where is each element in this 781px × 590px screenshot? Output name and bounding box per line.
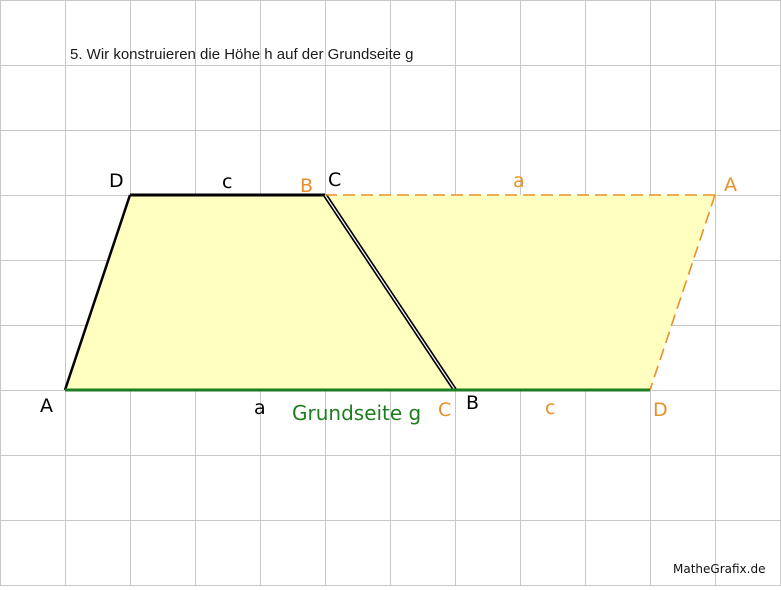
copy-vertex-label-d: D [653,399,668,421]
copy-vertex-label-a: A [724,174,737,196]
side-label-c: c [222,171,232,193]
copy-side-label-c: c [545,397,555,419]
site-credit: MatheGrafix.de [673,562,766,576]
side-d-a [63,194,132,391]
copy-vertex-label-b: B [300,175,313,197]
step-caption: 5. Wir konstruieren die Höhe h auf der G… [70,46,414,63]
copy-side-d-a-dashed [649,194,716,391]
base-label-grundseite-g: Grundseite g [292,401,421,425]
vertex-label-a: A [40,395,53,417]
side-label-a: a [254,397,266,419]
vertex-label-d: D [109,170,124,192]
side-b-c-inner [324,194,456,391]
copy-vertex-label-c: C [438,399,451,421]
vertex-label-c: C [328,169,341,191]
vertex-label-b: B [466,392,479,414]
copy-side-label-a: a [513,170,525,192]
